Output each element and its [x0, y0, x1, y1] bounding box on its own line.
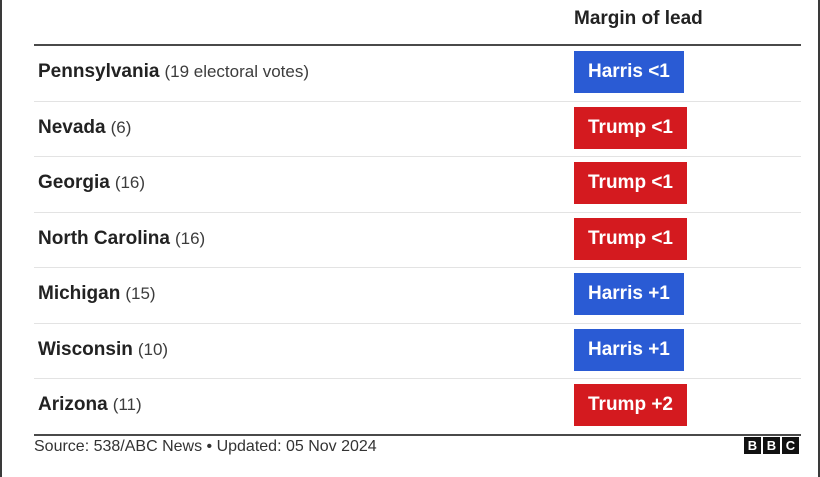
lead-badge: Harris +1: [574, 273, 684, 315]
state-name: Georgia: [38, 172, 110, 193]
state-name: Nevada: [38, 116, 106, 138]
table-row: Arizona (11) Trump +2: [34, 379, 801, 436]
table-header: Margin of lead: [34, 0, 801, 46]
table-body: Pennsylvania (19 electoral votes) Harris …: [34, 46, 801, 436]
state-cell: Michigan (15): [38, 283, 156, 305]
electoral-votes: (6): [110, 117, 132, 137]
state-name: Wisconsin: [38, 338, 133, 360]
left-border: [0, 0, 2, 477]
table-row: Pennsylvania (19 electoral votes) Harris …: [34, 46, 801, 102]
state-cell: Pennsylvania (19 electoral votes): [38, 61, 309, 83]
electoral-votes: (19 electoral votes): [164, 62, 310, 81]
lead-badge: Harris +1: [574, 328, 684, 371]
state-name: North Carolina: [38, 227, 170, 249]
electoral-votes: (15): [125, 284, 156, 303]
electoral-votes: (11): [112, 395, 142, 414]
state-name: Pennsylvania: [38, 61, 160, 82]
logo-letter: C: [782, 437, 799, 454]
lead-badge: Trump <1: [574, 217, 687, 260]
column-title: Margin of lead: [574, 8, 703, 29]
lead-badge: Harris <1: [574, 51, 684, 93]
state-cell: Wisconsin (10): [38, 339, 168, 361]
state-cell: Arizona (11): [38, 394, 142, 416]
electoral-votes: (16): [114, 173, 146, 192]
state-name: Michigan: [38, 283, 121, 304]
logo-letter: B: [744, 437, 761, 454]
electoral-votes: (16): [174, 228, 206, 248]
table-row: Georgia (16) Trump <1: [34, 157, 801, 213]
logo-letter: B: [763, 437, 780, 454]
table-row: Wisconsin (10) Harris +1: [34, 324, 801, 379]
state-cell: Georgia (16): [38, 172, 145, 194]
bbc-logo: B B C: [744, 437, 799, 454]
lead-badge: Trump +2: [574, 384, 687, 426]
table-row: Nevada (6) Trump <1: [34, 102, 801, 157]
state-cell: Nevada (6): [38, 117, 131, 139]
lead-badge: Trump <1: [574, 106, 687, 149]
state-name: Arizona: [38, 394, 108, 415]
table-row: North Carolina (16) Trump <1: [34, 213, 801, 268]
lead-badge: Trump <1: [574, 162, 687, 204]
footer: Source: 538/ABC News • Updated: 05 Nov 2…: [34, 432, 801, 462]
right-border: [818, 0, 820, 477]
electoral-votes: (10): [137, 339, 169, 359]
source-note: Source: 538/ABC News • Updated: 05 Nov 2…: [34, 438, 377, 455]
state-cell: North Carolina (16): [38, 228, 205, 250]
table-row: Michigan (15) Harris +1: [34, 268, 801, 324]
